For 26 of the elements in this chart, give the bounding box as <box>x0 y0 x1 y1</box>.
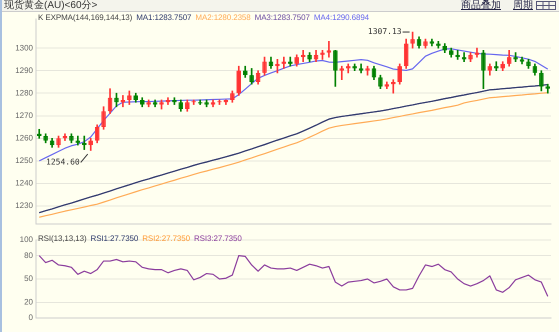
y-tick-label: 1300 <box>15 43 34 52</box>
y-tick-label: 0 <box>28 313 34 322</box>
y-tick-label: 20 <box>24 298 34 307</box>
chart-title: 现货黄金(AU)<60分> <box>4 0 98 11</box>
y-tick-label: 1270 <box>15 110 34 120</box>
y-tick-label: 50 <box>24 274 34 284</box>
y-tick-label: 1230 <box>15 201 34 210</box>
series-label: RSI3:27.7350 <box>194 234 242 243</box>
text: MA2:1280.2358 <box>195 13 251 22</box>
chart-subtitle: RSI(13,13,13) <box>38 234 87 243</box>
text: MA3:1283.7507 <box>254 13 310 22</box>
y-tick-label: 80 <box>24 250 34 260</box>
y-tick-label: 1280 <box>15 88 34 98</box>
y-tick-label: 1260 <box>15 134 34 143</box>
legend-label: RSI2:27.7350 <box>142 234 190 243</box>
y-tick-label: 1290 <box>15 66 34 75</box>
text: MA1:1283.7507 <box>136 13 192 22</box>
chart-subtitle: K EXPMA(144,169,144,13) <box>38 13 132 22</box>
y-tick-label: 1240 <box>15 178 34 188</box>
annotation: 1307.13 <box>368 27 402 36</box>
text: 周期 <box>513 0 533 11</box>
y-tick-label: 1250 <box>15 156 34 166</box>
y-tick-label: 100 <box>20 235 34 244</box>
annotation: 1254.60 <box>46 158 80 167</box>
text: MA4:1290.6894 <box>314 13 370 22</box>
legend-label: RSI1:27.7350 <box>90 234 138 243</box>
